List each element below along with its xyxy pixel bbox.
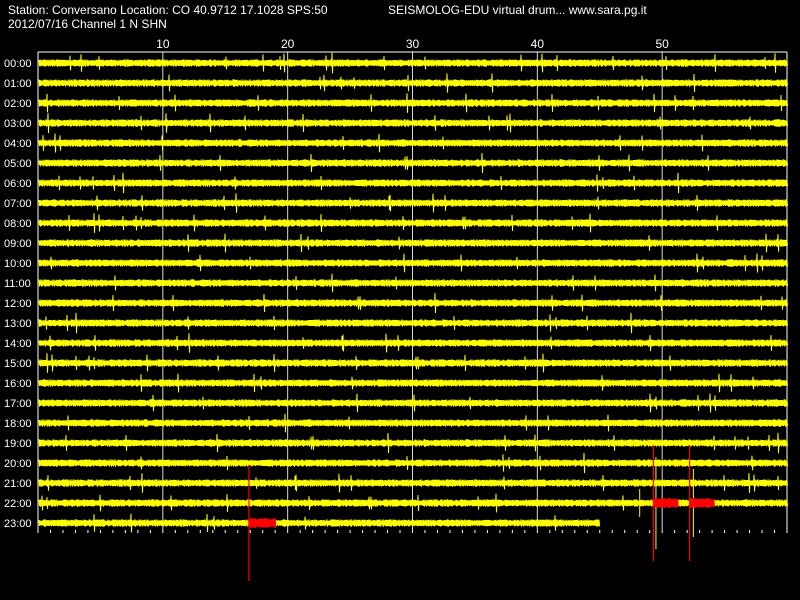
hour-label: 18:00	[4, 418, 32, 430]
hour-label: 09:00	[4, 238, 32, 250]
hour-label: 16:00	[4, 378, 32, 390]
hour-label: 11:00	[4, 278, 31, 290]
x-tick-label: 40	[531, 37, 545, 51]
hour-label: 00:00	[4, 58, 32, 70]
hour-label: 13:00	[4, 318, 32, 330]
x-tick-label: 30	[406, 37, 420, 51]
hour-label: 15:00	[4, 358, 32, 370]
hour-label: 10:00	[4, 258, 32, 270]
hour-label: 17:00	[4, 398, 32, 410]
station-info: Station: Conversano Location: CO 40.9712…	[8, 3, 328, 17]
x-tick-label: 20	[281, 37, 295, 51]
event-markers	[248, 445, 715, 581]
hour-label: 19:00	[4, 438, 32, 450]
hour-label: 02:00	[4, 98, 32, 110]
hour-label: 04:00	[4, 138, 32, 150]
hour-label: 12:00	[4, 298, 32, 310]
hour-label: 20:00	[4, 458, 32, 470]
traces	[38, 52, 788, 549]
hour-label: 01:00	[4, 78, 32, 90]
x-tick-label: 10	[156, 37, 170, 51]
hour-label: 06:00	[4, 178, 32, 190]
axis-labels: 10 20 30 40 50 00:00 01:00 02:00 03:00 04:00 05:00…	[4, 37, 669, 530]
hour-label: 22:00	[4, 498, 32, 510]
hour-label: 07:00	[4, 198, 32, 210]
x-tick-label: 50	[655, 37, 669, 51]
hour-label: 03:00	[4, 118, 32, 130]
app-title: SEISMOLOG-EDU virtual drum... www.sara.p…	[388, 3, 647, 17]
hour-label: 14:00	[4, 338, 32, 350]
hour-label: 23:00	[4, 518, 32, 530]
grid	[37, 51, 788, 533]
date-channel-info: 2012/07/16 Channel 1 N SHN	[8, 17, 167, 31]
hour-label: 08:00	[4, 218, 32, 230]
hour-label: 21:00	[4, 478, 32, 490]
hour-label: 05:00	[4, 158, 32, 170]
